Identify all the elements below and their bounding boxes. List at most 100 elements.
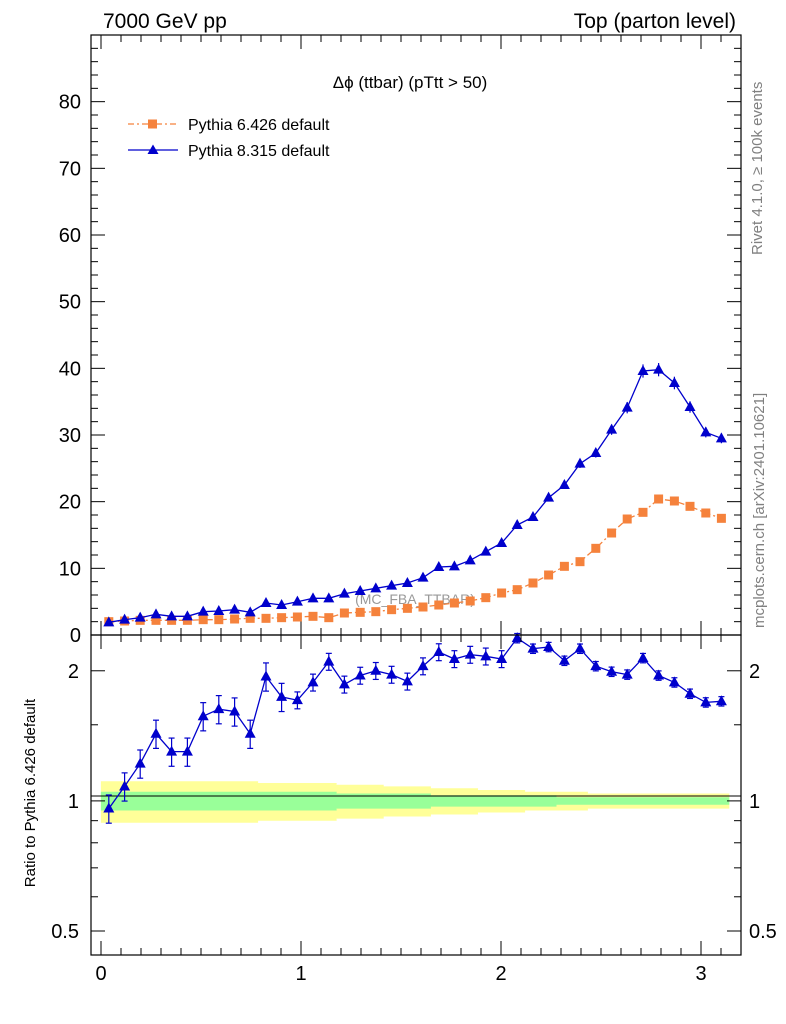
ratio-frame: [90, 634, 742, 956]
main-y-axis: 0 10 20 30 40 50 60 70 80: [59, 47, 741, 647]
main-x-ticks: [100, 35, 722, 635]
ratio-point: [448, 652, 460, 663]
main-y-tick-label: 60: [59, 225, 81, 247]
pythia8-point: [260, 597, 272, 607]
ratio-y-tick-label-left: 0.5: [51, 921, 79, 943]
pythia6-point: [355, 607, 365, 617]
ratio-point: [700, 696, 712, 707]
pythia8-point: [338, 587, 350, 598]
ratio-y-tick-label-right: 1: [749, 791, 760, 813]
pythia8-point: [134, 611, 146, 622]
pythia6-point: [292, 612, 302, 622]
ratio-series-layer: [103, 632, 727, 824]
ratio-x-axis: 0 1 2 3: [95, 635, 722, 985]
pythia6-point: [575, 557, 585, 567]
pythia8-point: [417, 571, 429, 582]
plot-title: Δϕ (ttbar) (pTtt > 50): [333, 73, 488, 92]
pythia8-point: [464, 554, 476, 565]
pythia8-point: [715, 432, 727, 443]
pythia6-point: [465, 596, 475, 606]
pythia8-point: [386, 579, 398, 590]
pythia6-point: [481, 593, 491, 603]
ratio-point: [229, 705, 241, 716]
ratio-point: [181, 745, 193, 756]
ratio-point: [527, 642, 539, 653]
pythia8-point: [213, 605, 225, 615]
pythia8-point: [511, 519, 523, 529]
ratio-point: [291, 694, 303, 705]
header-left-title: 7000 GeV pp: [103, 10, 227, 33]
ratio-point: [433, 646, 445, 657]
mcplots-label: mcplots.cern.ch [arXiv:2401.10621]: [751, 393, 768, 628]
ratio-point: [464, 648, 476, 659]
pythia6-point: [559, 561, 569, 571]
ratio-point: [590, 660, 602, 671]
x-tick-label: 2: [495, 963, 506, 985]
ratio-point: [684, 687, 696, 698]
pythia6-point: [324, 613, 334, 623]
pythia8-point: [558, 479, 570, 489]
pythia8-point: [621, 401, 633, 412]
pythia6-point: [544, 570, 554, 580]
x-tick-label: 0: [95, 963, 106, 985]
ratio-point: [134, 757, 146, 768]
ratio-point: [119, 780, 131, 791]
ratio-panel: 2 2 1 1 0.5 0.5 0 1 2 3 Ratio to Pythia 6.426 de…: [22, 632, 777, 985]
pythia8-point: [354, 585, 366, 595]
pythia8-point: [323, 592, 335, 603]
pythia6-point: [230, 614, 240, 624]
pythia8-point: [244, 606, 256, 617]
ratio-point: [606, 665, 618, 676]
x-tick-label: 3: [695, 963, 706, 985]
legend: Pythia 6.426 default Pythia 8.315 defaul…: [128, 117, 330, 160]
ratio-y-tick-label-left: 1: [68, 791, 79, 813]
ratio-point: [213, 703, 225, 714]
header-right-title: Top (parton level): [574, 10, 736, 33]
pythia6-point: [591, 543, 601, 553]
ratio-point: [166, 745, 178, 756]
main-y-tick-label: 70: [59, 158, 81, 180]
main-panel: 0 10 20 30 40 50 60 70 80 Δϕ (ttbar) (pTtt > 50)…: [59, 34, 742, 647]
ratio-y-tick-label-left: 2: [68, 661, 79, 683]
ratio-point: [558, 654, 570, 665]
ratio-point: [480, 650, 492, 661]
pythia8-point: [229, 603, 241, 614]
ratio-point: [354, 669, 366, 680]
pythia6-point: [198, 615, 208, 625]
ratio-y-label: Ratio to Pythia 6.426 default: [22, 698, 39, 887]
pythia8-point: [590, 447, 602, 457]
pythia8-point: [496, 537, 508, 547]
pythia8-point: [370, 582, 382, 593]
ratio-point: [260, 670, 272, 681]
ratio-point: [715, 695, 727, 706]
series-line-pythia8: [108, 369, 722, 623]
main-y-tick-label: 0: [70, 625, 81, 647]
legend-entry-pythia8: Pythia 8.315 default: [128, 143, 330, 160]
ratio-uncertainty-bands: [100, 781, 730, 823]
pythia8-point: [150, 608, 162, 619]
ratio-point: [496, 652, 508, 663]
main-y-tick-label: 20: [59, 492, 81, 514]
ratio-point: [197, 710, 209, 721]
pythia6-point: [418, 602, 428, 612]
ratio-point: [653, 669, 665, 680]
ratio-point: [574, 642, 586, 653]
pythia6-point: [277, 613, 287, 623]
main-y-tick-label: 40: [59, 358, 81, 380]
pythia6-point: [654, 494, 664, 504]
ratio-point: [150, 727, 162, 738]
pythia8-point: [480, 545, 492, 556]
ratio-point: [103, 802, 115, 813]
ratio-y-tick-label-right: 0.5: [749, 921, 777, 943]
pythia8-point: [307, 592, 319, 603]
pythia6-point: [638, 507, 648, 517]
pythia6-point: [528, 578, 538, 588]
pythia6-point: [716, 513, 726, 523]
pythia6-point: [261, 613, 271, 623]
pythia6-point: [151, 615, 161, 625]
ratio-point: [417, 660, 429, 671]
legend-pythia6-marker: [148, 119, 157, 129]
pythia6-point: [497, 588, 507, 598]
pythia8-point: [527, 511, 539, 521]
